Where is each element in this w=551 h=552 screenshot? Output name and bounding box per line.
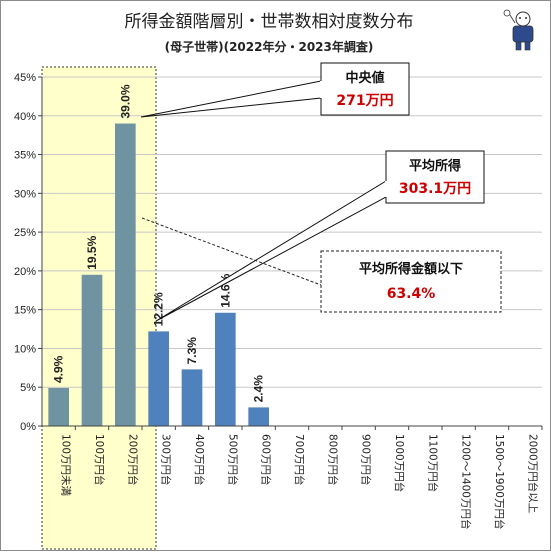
x-tick-label: 800万円台 — [326, 434, 339, 486]
below-mean-label: 平均所得金額以下 — [359, 261, 463, 277]
bar — [181, 369, 203, 426]
x-tick-label: 2000万円台以上 — [526, 434, 539, 513]
data-label: 39.0% — [118, 84, 132, 118]
y-tick-label: 25% — [14, 227, 36, 239]
median-box — [320, 62, 410, 116]
y-tick-label: 10% — [14, 343, 36, 355]
chart-title: 所得金額階層別・世帯数相対度数分布 — [125, 12, 414, 32]
data-label: 19.5% — [85, 235, 99, 269]
bar-series — [48, 123, 269, 427]
mean-box — [385, 150, 485, 204]
y-tick-label: 15% — [14, 305, 36, 317]
x-tick-label: 700万円台 — [293, 434, 306, 486]
data-label: 4.9% — [52, 355, 66, 383]
y-tick-label: 5% — [20, 382, 36, 394]
y-tick-label: 35% — [14, 150, 36, 162]
bar — [215, 312, 236, 426]
data-label: 7.3% — [185, 337, 199, 365]
median-label: 中央値 — [345, 70, 384, 86]
x-tick-label: 200万円台 — [126, 434, 139, 486]
mean-callout: 平均所得 303.1万円 — [155, 150, 485, 322]
x-tick-label: 1000万円台 — [393, 434, 406, 492]
median-value: 271万円 — [336, 93, 393, 109]
x-tick-label: 900万円台 — [360, 434, 373, 486]
y-axis-ticks: 0% 5% 10% 15% 20% 25% 30% 35% 40% 45% — [14, 72, 42, 433]
x-tick-label: 400万円台 — [193, 434, 206, 486]
y-tick-label: 40% — [14, 111, 36, 123]
x-tick-label: 500万円台 — [226, 434, 239, 486]
x-tick-label: 100万円未満 — [60, 434, 72, 497]
x-tick-label: 600万円台 — [260, 434, 273, 486]
mean-value: 303.1万円 — [399, 181, 471, 197]
mean-label: 平均所得 — [409, 158, 461, 174]
x-tick-label: 1500～1900万円台 — [493, 434, 506, 529]
x-tick-label: 100万円台 — [93, 434, 106, 486]
y-tick-label: 20% — [14, 266, 36, 278]
below-mean-callout: 平均所得金額以下 63.4% — [141, 217, 502, 313]
bar — [115, 123, 136, 427]
mascot-illustration — [503, 9, 534, 51]
bar — [148, 331, 169, 426]
below-mean-box — [320, 250, 502, 313]
x-axis-labels: 100万円未満 100万円台 200万円台 300万円台 400万円台 500万円台 600… — [60, 426, 543, 529]
chart-subtitle: (母子世帯)(2022年分・2023年調査) — [165, 39, 374, 54]
x-tick-label: 1100万円台 — [426, 434, 439, 492]
y-tick-label: 45% — [14, 72, 36, 84]
y-tick-label: 30% — [14, 188, 36, 200]
below-mean-value: 63.4% — [387, 286, 436, 302]
median-callout: 中央値 271万円 — [140, 62, 410, 118]
x-tick-label: 300万円台 — [160, 434, 173, 486]
bar — [81, 274, 103, 426]
y-tick-label: 0% — [20, 421, 36, 433]
bar — [48, 387, 69, 426]
data-label: 12.2% — [152, 292, 166, 326]
bar — [248, 407, 269, 426]
data-label: 2.4% — [252, 375, 266, 403]
x-tick-label: 1200～1400万円台 — [460, 434, 473, 529]
